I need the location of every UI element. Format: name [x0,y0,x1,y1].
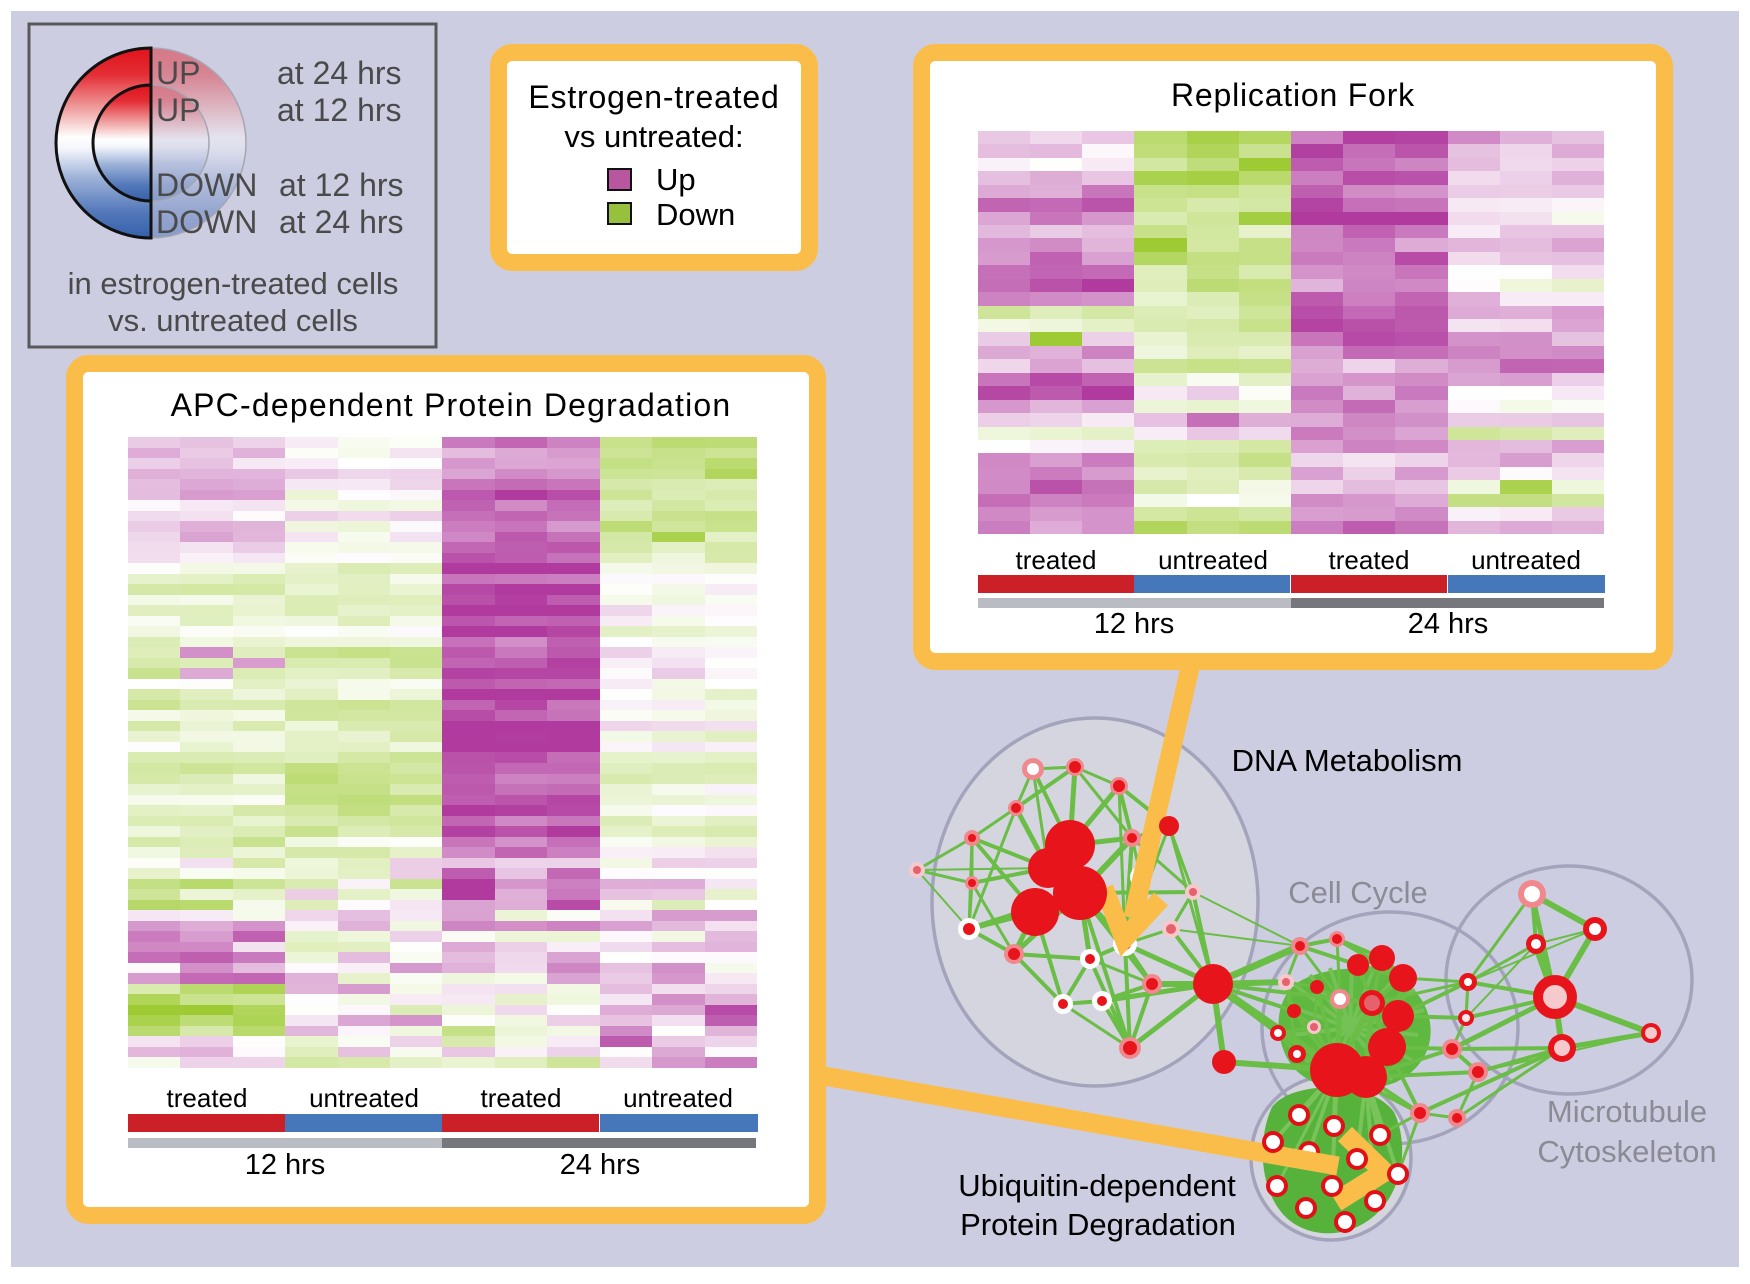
svg-text:APC-dependent Protein Degradat: APC-dependent Protein Degradation [171,387,732,423]
svg-text:DOWN: DOWN [156,204,257,240]
svg-text:untreated: untreated [623,1083,733,1113]
svg-text:treated: treated [481,1083,562,1113]
svg-text:Estrogen-treated: Estrogen-treated [528,79,779,115]
svg-text:Ubiquitin-dependent: Ubiquitin-dependent [958,1168,1236,1203]
svg-text:vs. untreated cells: vs. untreated cells [108,303,358,338]
svg-text:at 24 hrs: at 24 hrs [277,55,402,91]
svg-text:Replication Fork: Replication Fork [1171,77,1415,113]
svg-text:at 24 hrs: at 24 hrs [279,204,404,240]
svg-text:Protein Degradation: Protein Degradation [960,1207,1236,1242]
svg-text:vs untreated:: vs untreated: [564,119,743,154]
svg-text:Down: Down [656,197,735,232]
svg-text:12 hrs: 12 hrs [1094,608,1175,640]
svg-text:treated: treated [1329,545,1410,575]
svg-text:untreated: untreated [1471,545,1581,575]
svg-text:UP: UP [156,92,200,128]
svg-text:UP: UP [156,55,200,91]
svg-text:untreated: untreated [1158,545,1268,575]
svg-text:DOWN: DOWN [156,167,257,203]
svg-text:treated: treated [1016,545,1097,575]
svg-text:Up: Up [656,162,696,197]
svg-text:untreated: untreated [309,1083,419,1113]
svg-text:12 hrs: 12 hrs [245,1149,326,1181]
svg-text:24 hrs: 24 hrs [560,1149,641,1181]
svg-text:24 hrs: 24 hrs [1408,608,1489,640]
svg-text:in estrogen-treated cells: in estrogen-treated cells [68,266,399,301]
svg-text:DNA Metabolism: DNA Metabolism [1232,743,1463,778]
svg-text:Cell Cycle: Cell Cycle [1288,875,1428,910]
svg-text:at 12 hrs: at 12 hrs [277,92,402,128]
svg-text:Microtubule: Microtubule [1547,1094,1707,1129]
svg-text:Cytoskeleton: Cytoskeleton [1537,1134,1716,1169]
svg-text:at 12 hrs: at 12 hrs [279,167,404,203]
svg-text:treated: treated [167,1083,248,1113]
